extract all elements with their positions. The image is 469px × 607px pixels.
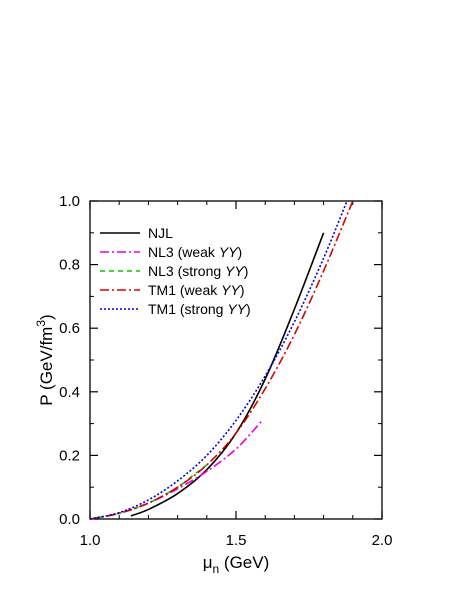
y-tick-label: 0.4 [59,384,80,401]
legend: NJL NL3 (weak YY) NL3 (strong YY) TM1 (weak… [100,225,251,317]
y-tick-label: 0.6 [59,320,80,337]
x-tick-label: 1.5 [226,532,247,549]
x-axis-label: μn (GeV) [203,553,270,576]
y-tick-label: 0.0 [59,511,80,528]
series-line-2 [89,464,208,520]
legend-label-2: NL3 (strong YY) [148,263,248,279]
tick-labels: 1.0 1.5 2.0 0.0 0.2 0.4 0.6 0.8 1.0 [59,193,392,549]
y-tick-label: 1.0 [59,193,80,210]
series-lines [89,200,354,520]
series-line-3 [89,200,354,520]
y-tick-label: 0.8 [59,257,80,274]
series-line-4 [89,200,348,520]
legend-label-4: TM1 (strong YY) [148,301,251,317]
y-axis-label: P (GeV/fm3) [34,314,56,405]
series-line-0 [130,232,325,517]
series-line-1 [89,419,263,520]
x-tick-label: 2.0 [372,532,393,549]
legend-label-3: TM1 (weak YY) [148,282,244,298]
legend-label-0: NJL [148,225,173,241]
y-tick-label: 0.2 [59,447,80,464]
legend-label-1: NL3 (weak YY) [148,244,242,260]
x-tick-label: 1.0 [80,532,101,549]
